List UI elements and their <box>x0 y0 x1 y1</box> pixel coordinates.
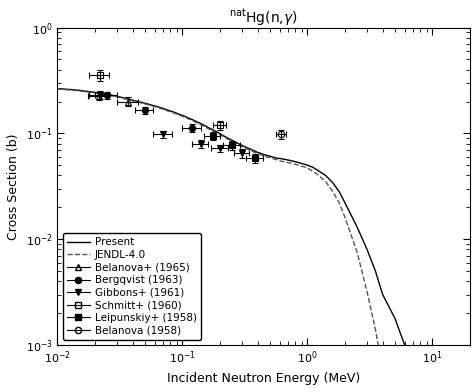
Legend: Present, JENDL-4.0, Belanova+ (1965), Bergqvist (1963), Gibbons+ (1961), Schmitt: Present, JENDL-4.0, Belanova+ (1965), Be… <box>62 233 201 340</box>
X-axis label: Incident Neutron Energy (MeV): Incident Neutron Energy (MeV) <box>167 372 359 385</box>
Y-axis label: Cross Section (b): Cross Section (b) <box>7 133 20 240</box>
JENDL-4.0 <box>54 87 60 91</box>
Present <box>261 152 267 157</box>
Line: Present: Present <box>57 89 469 392</box>
JENDL-4.0 <box>129 98 135 103</box>
Present <box>104 92 110 97</box>
Present <box>292 159 298 164</box>
JENDL-4.0 <box>292 162 298 167</box>
Present <box>76 88 82 93</box>
JENDL-4.0 <box>104 93 110 97</box>
Line: JENDL-4.0: JENDL-4.0 <box>57 89 436 392</box>
JENDL-4.0 <box>309 169 315 174</box>
Present <box>129 98 135 103</box>
JENDL-4.0 <box>261 154 267 158</box>
Title: $^{\rm nat}$Hg(n,$\gamma$): $^{\rm nat}$Hg(n,$\gamma$) <box>229 7 298 27</box>
Present <box>54 86 60 91</box>
JENDL-4.0 <box>76 89 82 93</box>
Present <box>309 165 315 169</box>
